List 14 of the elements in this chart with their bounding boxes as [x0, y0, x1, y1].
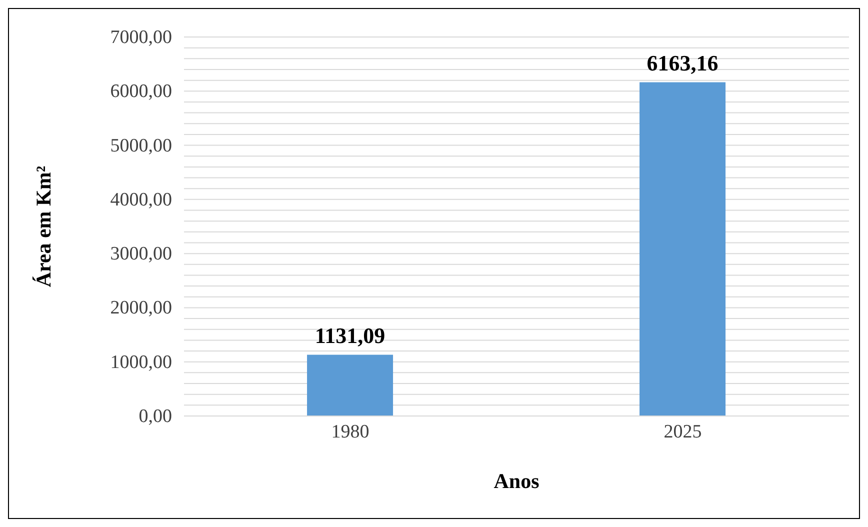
y-tick-label: 5000,00 [110, 135, 172, 156]
x-tick-label: 2025 [664, 421, 702, 442]
y-tick-label: 6000,00 [110, 81, 172, 102]
y-axis-title: Área em Km² [31, 166, 56, 288]
y-tick-label: 7000,00 [110, 27, 172, 48]
data-label: 1131,09 [314, 322, 386, 348]
y-tick-label: 0,00 [138, 406, 172, 427]
x-axis-title: Anos [494, 469, 540, 493]
y-tick-label: 3000,00 [110, 244, 172, 265]
y-tick-label: 1000,00 [110, 352, 172, 373]
y-tick-label: 4000,00 [110, 189, 172, 210]
y-tick-label: 2000,00 [110, 298, 172, 319]
x-tick-label: 1980 [331, 421, 370, 442]
data-label: 6163,16 [646, 50, 718, 76]
